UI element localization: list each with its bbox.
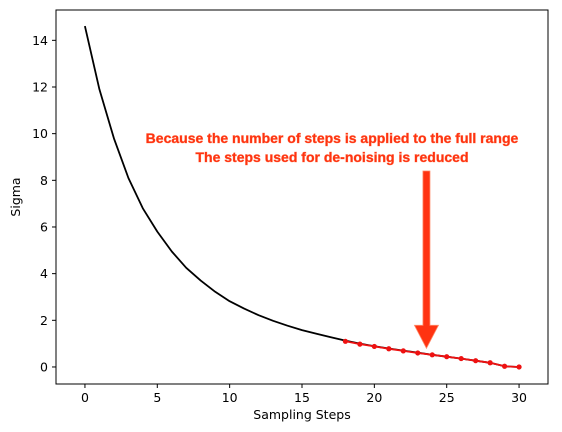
- data-point: [415, 350, 421, 356]
- x-tick-label: 0: [81, 390, 89, 405]
- x-tick-label: 5: [153, 390, 161, 405]
- data-point: [400, 348, 406, 354]
- y-tick-label: 2: [40, 313, 48, 328]
- data-point: [501, 363, 508, 369]
- data-point: [444, 354, 450, 360]
- x-axis-ticks: 0 5 10 15 20 25 30: [81, 384, 527, 405]
- series-line-1: [84, 25, 520, 368]
- y-tick-label: 12: [32, 79, 48, 94]
- y-axis-label: Sigma: [8, 177, 23, 216]
- y-tick-label: 10: [32, 126, 48, 141]
- data-point: [371, 343, 377, 350]
- y-tick-label: 14: [32, 33, 48, 48]
- y-tick-label: 0: [40, 359, 48, 374]
- x-axis-label: Sampling Steps: [253, 407, 350, 422]
- x-tick-label: 20: [366, 390, 382, 405]
- data-point: [516, 364, 522, 370]
- annotation: Because the number of steps is applied t…: [145, 130, 519, 350]
- x-tick-label: 10: [222, 390, 238, 405]
- annotation-line-1: Because the number of steps is applied t…: [146, 130, 519, 146]
- annotation-line-2: The steps used for de-noising is reduced: [195, 149, 468, 165]
- y-tick-label: 8: [40, 173, 48, 188]
- series-layer: [84, 25, 522, 370]
- x-tick-label: 15: [294, 390, 310, 405]
- y-tick-label: 4: [40, 266, 48, 281]
- plot-frame: [55, 9, 549, 385]
- x-tick-label: 25: [439, 390, 455, 405]
- x-tick-label: 30: [511, 390, 527, 405]
- y-tick-label: 6: [40, 219, 48, 234]
- data-point: [458, 355, 464, 362]
- data-point: [429, 352, 435, 358]
- plot-area: 0 5 10 15 20 25 30 0 2 4 6 8 10 12 14 Because the num…: [32, 9, 549, 405]
- y-axis-ticks: 0 2 4 6 8 10 12 14: [32, 33, 56, 374]
- annotation-arrow: [413, 170, 440, 350]
- data-point: [487, 360, 493, 366]
- data-point: [386, 346, 392, 352]
- data-point: [473, 358, 479, 364]
- data-point: [357, 341, 363, 347]
- data-point: [342, 338, 349, 344]
